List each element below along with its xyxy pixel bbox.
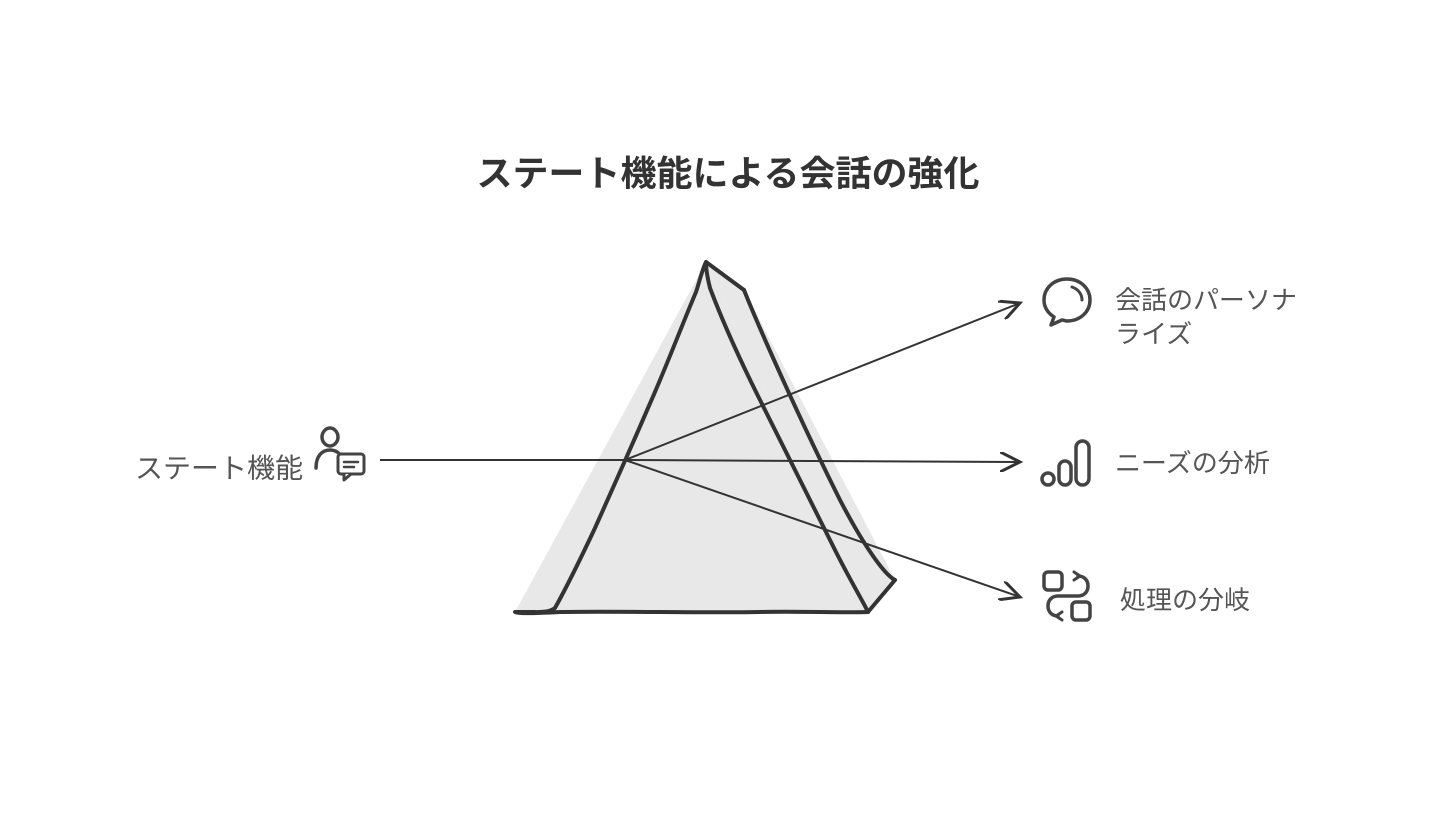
branch-icon xyxy=(1044,572,1090,620)
output-label-3: 処理の分岐 xyxy=(1120,582,1250,616)
speech-bubble-icon xyxy=(1044,279,1090,325)
prism-diagram xyxy=(0,0,1456,822)
output-label-2: ニーズの分析 xyxy=(1115,445,1270,479)
bar-chart-icon xyxy=(1042,441,1089,485)
output-label-1: 会話のパーソナライズ xyxy=(1115,282,1315,350)
person-speech-icon xyxy=(316,428,364,480)
prism-shape xyxy=(515,262,895,613)
input-label: ステート機能 xyxy=(135,447,303,487)
